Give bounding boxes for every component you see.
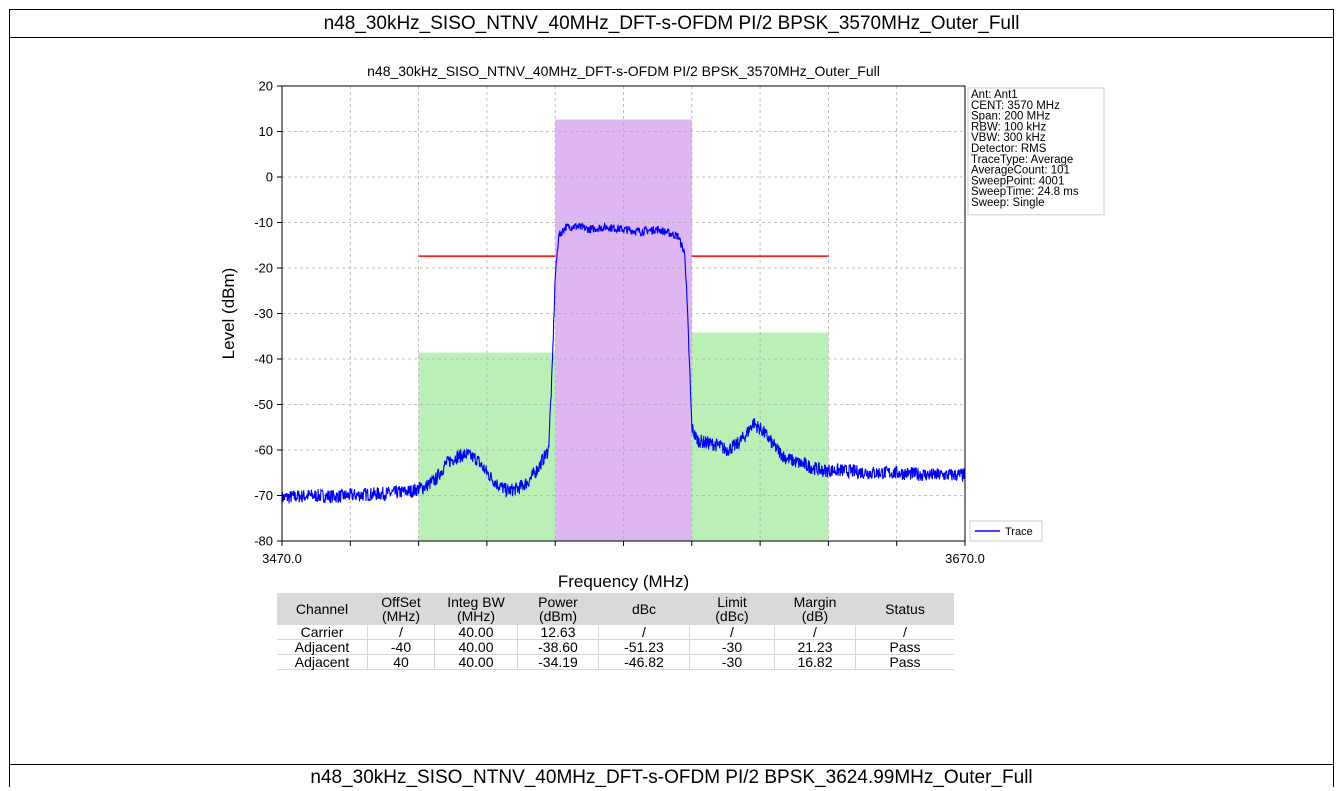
acp-result-table: Channel OffSet (MHz) Integ BW (MHz) Power (dBm… — [277, 593, 954, 670]
table-cell: Adjacent — [277, 639, 368, 655]
table-header-cell: Status — [855, 593, 954, 625]
trace-line — [281, 221, 966, 505]
table-cell: -40 — [367, 639, 435, 655]
table-row: Carrier/40.00 12.63// / / — [277, 625, 954, 640]
legend-box — [969, 520, 1043, 542]
info-line-1: CENT: 3570 MHz — [971, 100, 1060, 112]
table-row: Adjacent 40 40.00 -34.19 -46.82 -30 16.82 Pass — [277, 654, 954, 670]
info-line-6: TraceType: Average — [971, 154, 1073, 166]
y-axis-label: Level (dBm) — [219, 268, 238, 360]
table-cell: 40 — [367, 654, 435, 670]
table-cell: / — [855, 625, 954, 640]
table-cell: -34.19 — [517, 654, 599, 670]
section-title-top: n48_30kHz_SISO_NTNV_40MHz_DFT-s-OFDM PI/… — [10, 10, 1333, 38]
table-cell: Adjacent — [277, 654, 368, 670]
info-box — [967, 87, 1105, 216]
table-cell: Pass — [855, 654, 954, 670]
table-cell: 40.00 — [434, 625, 518, 640]
table-cell: -30 — [689, 654, 775, 670]
table-header-cell: Integ BW (MHz) — [434, 593, 518, 625]
table-header-cell: OffSet (MHz) — [367, 593, 435, 625]
info-line-10: Sweep: Single — [971, 197, 1045, 209]
table-header-cell: dBc — [598, 593, 690, 625]
y-tick-label-2: 0 — [266, 170, 273, 185]
info-line-0: Ant: Ant1 — [971, 89, 1018, 101]
table-cell: 21.23 — [774, 639, 856, 655]
table-cell: -46.82 — [598, 654, 690, 670]
y-tick-label-3: -10 — [254, 215, 273, 230]
table-cell: / — [598, 625, 690, 640]
table-cell: -51.23 — [598, 639, 690, 655]
info-line-3: RBW: 100 kHz — [971, 121, 1046, 133]
info-line-9: SweepTime: 24.8 ms — [971, 186, 1079, 198]
table-cell: Pass — [855, 639, 954, 655]
acp-chart: 3470.0 3670.0 20 10 0 -10 -20 -30 -40 -50 -60 -70 -8… — [219, 63, 1105, 591]
y-tick-label-6: -40 — [254, 352, 273, 367]
info-line-7: AverageCount: 101 — [971, 165, 1070, 177]
table-cell: 40.00 — [434, 639, 518, 655]
y-tick-label-0: 20 — [259, 79, 273, 94]
x-tick-label-0: 3470.0 — [262, 551, 302, 566]
table-cell: Carrier — [277, 625, 368, 640]
y-tick-label-5: -30 — [254, 306, 273, 321]
x-tick-label-1: 3670.0 — [945, 551, 985, 566]
table-header-cell: Power (dBm) — [517, 593, 599, 625]
table-cell: -30 — [689, 639, 775, 655]
y-tick-label-7: -50 — [254, 397, 273, 412]
report-frame: n48_30kHz_SISO_NTNV_40MHz_DFT-s-OFDM PI/… — [9, 9, 1334, 789]
legend-label: Trace — [1005, 526, 1033, 538]
table-row: Adjacent -40 40.00 -38.60 -51.23 -30 21.23 Pass — [277, 639, 954, 655]
info-line-5: Detector: RMS — [971, 143, 1047, 155]
table-cell: / — [367, 625, 435, 640]
y-tick-label-9: -70 — [254, 488, 273, 503]
table-header-cell: Channel — [277, 593, 368, 625]
x-axis-label: Frequency (MHz) — [558, 572, 689, 591]
info-line-4: VBW: 300 kHz — [971, 132, 1046, 144]
table-cell: / — [774, 625, 856, 640]
table-cell: 16.82 — [774, 654, 856, 670]
chart-title: n48_30kHz_SISO_NTNV_40MHz_DFT-s-OFDM PI/… — [367, 63, 880, 79]
table-header-cell: Limit (dBc) — [689, 593, 775, 625]
table-cell: 12.63 — [517, 625, 599, 640]
table-cell: / — [689, 625, 775, 640]
y-tick-label-10: -80 — [254, 534, 273, 549]
table-cell: -38.60 — [517, 639, 599, 655]
y-tick-label-4: -20 — [254, 261, 273, 276]
y-tick-label-1: 10 — [259, 124, 273, 139]
table-cell: 40.00 — [434, 654, 518, 670]
info-line-8: SweepPoint: 4001 — [971, 175, 1064, 187]
table-header-row: Channel OffSet (MHz) Integ BW (MHz) Power (dBm… — [277, 593, 954, 625]
table-header-cell: Margin (dB) — [774, 593, 856, 625]
y-tick-label-8: -60 — [254, 443, 273, 458]
info-line-2: Span: 200 MHz — [971, 111, 1051, 123]
section-title-bottom: n48_30kHz_SISO_NTNV_40MHz_DFT-s-OFDM PI/… — [10, 764, 1333, 789]
table-body: Carrier/40.00 12.63// / / Adjacent -40 40.00 -3… — [277, 625, 954, 670]
